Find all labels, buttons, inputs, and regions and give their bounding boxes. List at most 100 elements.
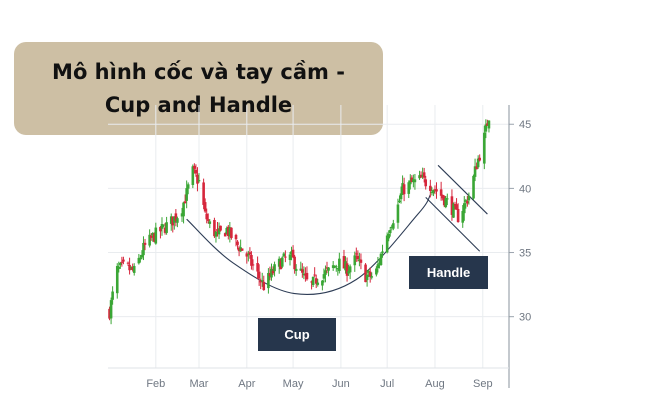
candle-up xyxy=(137,257,141,264)
candle-up xyxy=(294,268,298,271)
candle-down xyxy=(424,179,428,187)
candle-up xyxy=(180,213,184,217)
candle-up xyxy=(398,200,401,203)
candle-up xyxy=(452,203,455,218)
candle-up xyxy=(327,267,330,271)
candle-up xyxy=(290,251,293,255)
candle-up xyxy=(165,222,168,233)
candle-down xyxy=(310,281,313,283)
candle-up xyxy=(239,247,242,252)
candle-down xyxy=(325,267,329,269)
candle-up xyxy=(407,182,411,194)
candle-up xyxy=(169,216,173,224)
candle-up xyxy=(365,274,369,281)
candle-up xyxy=(282,253,286,257)
candle-up xyxy=(413,179,417,183)
x-tick-label: May xyxy=(283,378,304,390)
candle-up xyxy=(151,232,155,236)
candle-down xyxy=(257,271,261,279)
candle-down xyxy=(240,248,244,251)
candle-up xyxy=(333,265,337,268)
candle-up xyxy=(408,180,412,185)
candle-down xyxy=(478,157,481,161)
x-tick-label: Jul xyxy=(380,378,394,390)
candle-up xyxy=(387,233,390,239)
y-tick-label: 45 xyxy=(519,119,531,131)
candle-up xyxy=(173,216,176,223)
cup-arc-line xyxy=(186,194,431,296)
candle-down xyxy=(205,213,209,220)
candle-up xyxy=(162,224,165,226)
candle-down xyxy=(356,255,360,260)
candle-down xyxy=(466,201,469,204)
candle-up xyxy=(358,259,361,262)
candle-up xyxy=(444,198,448,208)
candle-up xyxy=(399,193,403,200)
candle-up xyxy=(228,227,232,237)
candle-down xyxy=(442,196,446,206)
candle-up xyxy=(378,262,381,264)
candle-up xyxy=(334,266,338,268)
candle-down xyxy=(429,185,432,191)
candle-up xyxy=(418,175,421,179)
candle-up xyxy=(461,210,465,223)
candle-down xyxy=(126,262,130,264)
candle-up xyxy=(270,268,273,278)
candle-down xyxy=(304,273,307,276)
candle-up xyxy=(115,266,119,294)
candle-up xyxy=(483,132,486,164)
candle-up xyxy=(381,251,384,253)
candle-down xyxy=(159,226,162,232)
pattern-lines xyxy=(186,164,488,296)
candle-down xyxy=(486,123,489,126)
candle-down xyxy=(171,216,175,226)
candle-down xyxy=(149,235,153,238)
candle-up xyxy=(338,258,341,272)
candle-up xyxy=(396,204,400,223)
candle-up xyxy=(185,188,188,201)
candle-down xyxy=(359,259,363,263)
candle-down xyxy=(163,227,167,233)
candle-up xyxy=(421,175,424,177)
candle-down xyxy=(342,256,346,269)
candle-down xyxy=(174,213,178,222)
candle-down xyxy=(368,271,372,277)
candle-up xyxy=(280,257,284,267)
candle-down xyxy=(251,264,255,266)
candle-down xyxy=(410,177,414,183)
candle-down xyxy=(301,269,304,273)
candle-down xyxy=(206,219,210,221)
candle-up xyxy=(111,291,114,300)
handle-label: Handle xyxy=(426,265,471,280)
candles xyxy=(108,119,491,325)
candle-down xyxy=(245,253,249,257)
candle-up xyxy=(324,270,327,275)
candle-down xyxy=(355,253,358,255)
candle-down xyxy=(268,273,272,276)
y-tick-label: 35 xyxy=(519,248,531,260)
candle-up xyxy=(385,235,389,253)
candle-down xyxy=(202,182,205,205)
candle-down xyxy=(248,252,252,255)
x-tick-label: Feb xyxy=(146,378,165,390)
candle-up xyxy=(288,254,292,260)
candle-up xyxy=(197,180,201,182)
candle-up xyxy=(208,221,212,224)
candle-down xyxy=(234,234,238,240)
candle-up xyxy=(390,226,394,228)
candle-up xyxy=(432,190,435,194)
candle-up xyxy=(367,270,370,273)
candle-down xyxy=(259,281,262,283)
candle-down xyxy=(122,259,125,262)
candle-up xyxy=(182,202,185,217)
axes: 30 35 40 45 Feb Mar Apr May Jun Jul Aug Sep xyxy=(108,105,531,390)
candle-up xyxy=(273,264,276,272)
candle-down xyxy=(305,272,309,280)
candle-down xyxy=(131,266,134,271)
candle-up xyxy=(353,255,357,266)
candle-up xyxy=(484,124,488,132)
candle-up xyxy=(214,231,218,237)
candle-up xyxy=(186,184,190,189)
x-tick-label: Apr xyxy=(238,378,255,390)
x-tick-label: Sep xyxy=(473,378,493,390)
